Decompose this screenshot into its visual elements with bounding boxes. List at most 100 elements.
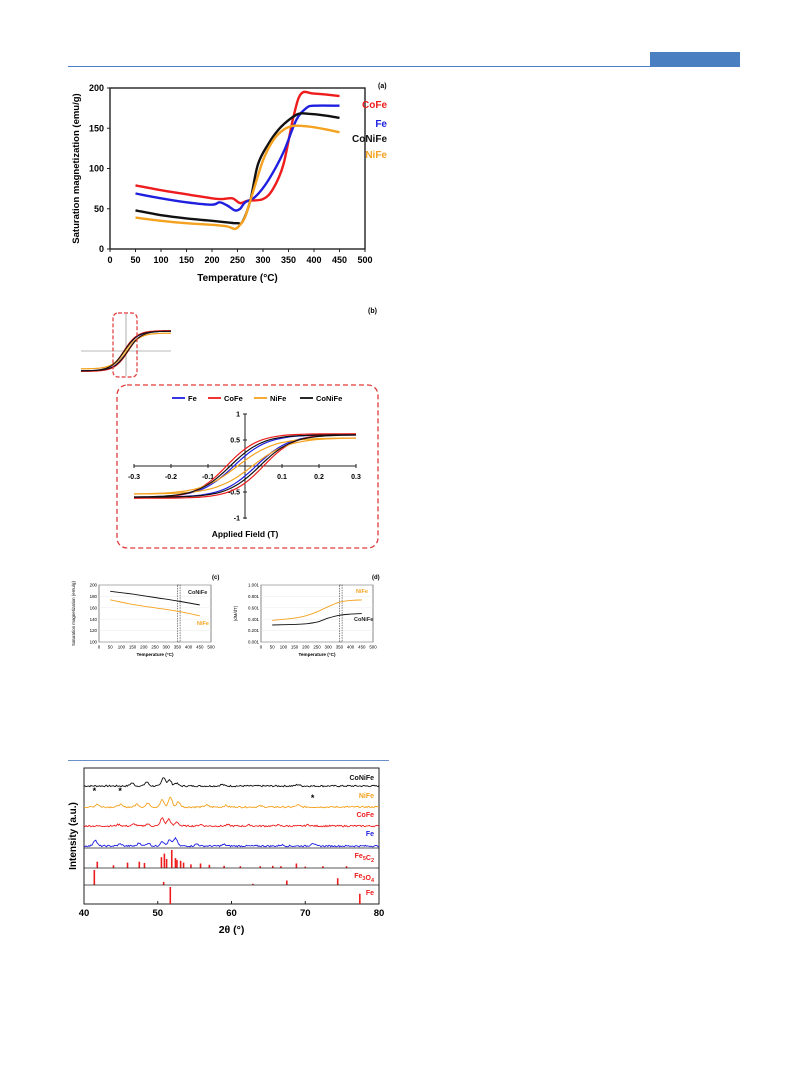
x-tick-label: 50 [270, 645, 275, 650]
inset-zoom-box [112, 312, 138, 378]
x-tick-label: 300 [325, 645, 333, 650]
x-tick-label: 100 [118, 645, 126, 650]
y-tick-label: 160 [90, 605, 98, 610]
header-rule [68, 66, 740, 67]
loop-branch-nife [133, 437, 357, 495]
series-line-conife [135, 112, 340, 225]
x-axis-label: Temperature (°C) [299, 652, 336, 657]
series-line-conife [110, 590, 200, 606]
inset-loop-conife [80, 330, 171, 372]
x-tick-label: 200 [302, 645, 310, 650]
y-tick-label: 0.001 [248, 640, 260, 645]
legend-label-fe: Fe [188, 394, 197, 403]
x-tick-label: 100 [153, 255, 168, 265]
reference-label-part: Fe [366, 890, 374, 897]
reference-label-part: 4 [371, 878, 375, 884]
x-axis-label: Applied Field (T) [212, 529, 279, 539]
x-tick-label: 300 [255, 255, 270, 265]
loop-branch-nife [133, 437, 357, 495]
highlight-band [177, 584, 181, 643]
pattern-label-conife: CoNiFe [350, 775, 375, 782]
x-tick-label: 50 [108, 645, 113, 650]
x-tick-label: 500 [357, 255, 372, 265]
panel-c-label: (c) [212, 575, 219, 581]
pattern-nife [83, 796, 380, 809]
inset-loop-nife [81, 332, 172, 370]
x-tick-label: 40 [79, 908, 90, 919]
series-line-nife [272, 599, 362, 621]
x-tick-label: 80 [374, 908, 385, 919]
plot-frame [83, 767, 380, 905]
header-tab [650, 52, 740, 66]
y-axis-label: Saturation magnetization (emu/g) [71, 581, 76, 646]
x-tick-label: 70 [300, 908, 311, 919]
y-tick-label: 100 [89, 164, 104, 174]
x-axis-label: 2θ (°) [219, 924, 245, 936]
chart-d: (d) 0 50 100 150 200 250 300 350 400 450 500 0.001 0… [233, 575, 380, 657]
pattern-conife [83, 777, 380, 788]
y-axis-label: |dM/dT| [233, 606, 238, 621]
x-tick-label: 400 [347, 645, 355, 650]
series-label-nife: NiFe [365, 150, 387, 161]
chart-xrd: 40 50 60 70 80 2θ (°) Intensity (a.u.) CoNiFe Ni… [68, 767, 385, 936]
x-tick-label: 350 [281, 255, 296, 265]
x-tick-label: -0.3 [128, 474, 140, 481]
series-line-nife [135, 124, 340, 231]
legend-label-cofe: CoFe [224, 394, 243, 403]
x-tick-label: 450 [358, 645, 366, 650]
x-tick-label: 350 [336, 645, 344, 650]
zoom-frame [116, 384, 379, 549]
x-tick-label: -0.2 [165, 474, 177, 481]
series-label-nife: NiFe [197, 621, 209, 627]
x-tick-label: 250 [313, 645, 321, 650]
y-tick-label: 200 [89, 83, 104, 93]
x-tick-label: 150 [179, 255, 194, 265]
y-tick-label: -0.5 [228, 490, 240, 497]
y-tick-label: 120 [90, 628, 98, 633]
panel-a-label: (a) [378, 83, 387, 90]
y-axis-label: Intensity (a.u.) [68, 802, 79, 870]
x-tick-label: 100 [280, 645, 288, 650]
peak-marker: * [311, 793, 315, 803]
pattern-label-fe: Fe [366, 831, 374, 838]
x-tick-label: 400 [185, 645, 193, 650]
x-tick-label: 450 [196, 645, 204, 650]
legend-label-conife: CoNiFe [316, 394, 342, 403]
y-tick-label: 0.201 [248, 628, 260, 633]
reference-label-part: Fe [355, 853, 363, 860]
series-label-conife: CoNiFe [188, 590, 207, 596]
y-tick-label: 150 [89, 123, 104, 133]
y-tick-label: 180 [90, 594, 98, 599]
series-label-nife: NiFe [356, 589, 368, 595]
x-tick-label: 0.1 [277, 474, 287, 481]
reference-label-part: O [365, 875, 371, 882]
x-tick-label: 0.2 [314, 474, 324, 481]
y-tick-label: 0 [99, 244, 104, 254]
y-tick-label: 200 [90, 583, 98, 588]
x-tick-label: -0.1 [202, 474, 214, 481]
reference-label-part: 2 [371, 858, 374, 864]
series-line-cofe [135, 90, 340, 205]
x-tick-label: 400 [306, 255, 321, 265]
x-tick-label: 450 [332, 255, 347, 265]
series-label-fe: Fe [375, 119, 387, 130]
peak-marker: * [93, 786, 97, 796]
series-label-conife: CoNiFe [354, 617, 373, 623]
series-label-conife: CoNiFe [352, 134, 387, 145]
x-tick-label: 250 [230, 255, 245, 265]
y-tick-label: 100 [90, 640, 98, 645]
y-axis-label: Saturation magnetization (emu/g) [71, 93, 82, 243]
x-tick-label: 250 [151, 645, 159, 650]
x-tick-label: 0 [260, 645, 263, 650]
x-tick-label: 500 [207, 645, 215, 650]
series-line-conife [272, 613, 362, 626]
y-tick-label: 50 [94, 204, 104, 214]
series-line-nife [110, 599, 200, 617]
panel-b-label: (b) [368, 308, 377, 315]
pattern-cofe [83, 817, 380, 828]
reference-label-part: 3 [362, 876, 365, 882]
x-tick-label: 200 [140, 645, 148, 650]
loop-branch-conife [133, 434, 356, 498]
series-line-fe [135, 104, 340, 212]
x-tick-label: 50 [130, 255, 140, 265]
